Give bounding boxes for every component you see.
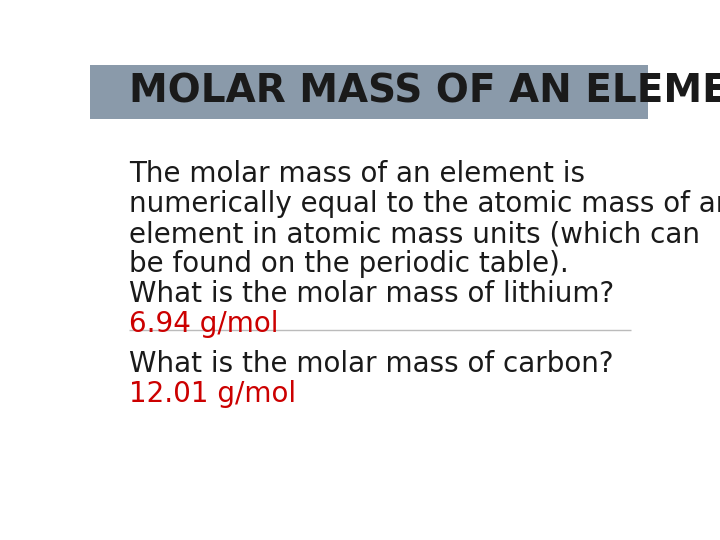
Text: numerically equal to the atomic mass of an: numerically equal to the atomic mass of … [129, 191, 720, 218]
Text: MOLAR MASS OF AN ELEMENT: MOLAR MASS OF AN ELEMENT [129, 73, 720, 111]
Text: What is the molar mass of lithium?: What is the molar mass of lithium? [129, 280, 614, 308]
Text: What is the molar mass of carbon?: What is the molar mass of carbon? [129, 350, 613, 379]
Text: be found on the periodic table).: be found on the periodic table). [129, 250, 569, 278]
Text: 12.01 g/mol: 12.01 g/mol [129, 380, 296, 408]
Text: 6.94 g/mol: 6.94 g/mol [129, 310, 279, 338]
Text: element in atomic mass units (which can: element in atomic mass units (which can [129, 220, 700, 248]
FancyBboxPatch shape [90, 65, 648, 119]
Text: The molar mass of an element is: The molar mass of an element is [129, 160, 585, 188]
